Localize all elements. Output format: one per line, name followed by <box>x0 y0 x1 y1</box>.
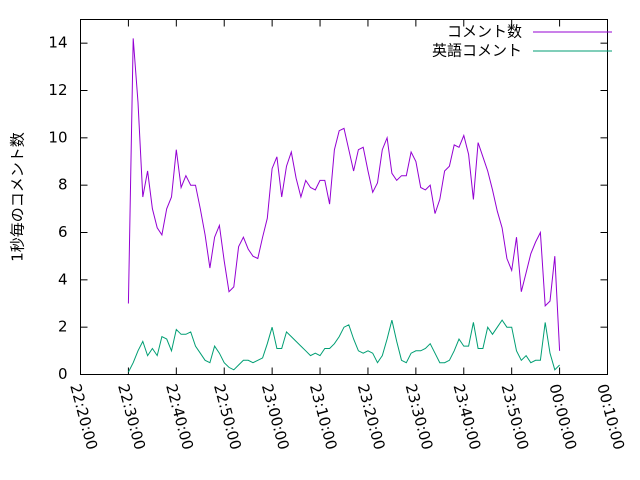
x-tick-label: 22:20:00 <box>66 382 101 452</box>
y-tick-label: 12 <box>48 81 67 99</box>
x-tick-label: 23:20:00 <box>354 382 389 452</box>
y-tick-label: 0 <box>58 365 68 383</box>
x-tick-label: 23:10:00 <box>306 382 341 452</box>
data-line <box>127 38 561 351</box>
x-tick-label: 22:50:00 <box>210 382 245 452</box>
x-tick-label: 23:40:00 <box>450 382 485 452</box>
y-tick-label: 4 <box>58 270 68 288</box>
legend-label: 英語コメント <box>432 42 522 60</box>
legend-label: コメント数 <box>447 23 522 41</box>
x-tick-label: 22:30:00 <box>114 382 149 452</box>
y-tick-label: 8 <box>58 176 68 194</box>
y-tick-label: 6 <box>58 223 68 241</box>
x-tick-label: 00:00:00 <box>545 382 580 452</box>
y-tick-label: 10 <box>48 128 67 146</box>
y-axis-label: 1秒毎のコメント数 <box>9 132 27 262</box>
x-tick-label: 23:30:00 <box>402 382 437 452</box>
y-tick-label: 2 <box>58 318 68 336</box>
x-tick-label: 23:00:00 <box>258 382 293 452</box>
x-tick-label: 23:50:00 <box>497 382 532 452</box>
data-line <box>127 319 560 373</box>
x-tick-label: 22:40:00 <box>162 382 197 452</box>
plot-frame <box>80 19 608 375</box>
y-tick-label: 14 <box>48 34 67 52</box>
x-tick-label: 00:10:00 <box>593 382 628 452</box>
